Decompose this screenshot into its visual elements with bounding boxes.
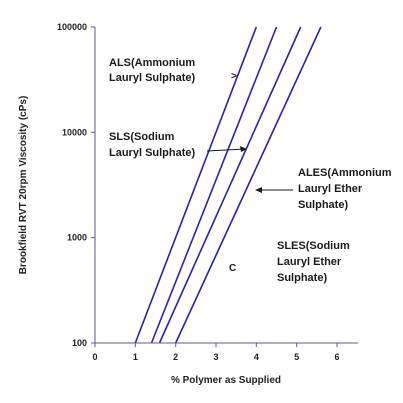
annotation-sles-marker: C bbox=[229, 263, 236, 274]
annotation-ales-line-2: Lauryl Ether bbox=[298, 183, 363, 195]
annotation-ales-line-1: ALES(Ammonium bbox=[298, 167, 392, 179]
annotation-als-line-1: ALS(Ammonium bbox=[109, 57, 195, 69]
annotation-sls-arrow bbox=[206, 146, 247, 152]
y-ticks-layer: 100 1000 10000 100000 bbox=[57, 22, 95, 348]
annotation-sles-line-3: Sulphate) bbox=[277, 272, 327, 284]
annotation-als-marker: > bbox=[231, 71, 237, 82]
annotation-sls-line-1: SLS(Sodium bbox=[109, 131, 175, 143]
annotation-sles-line-2: Lauryl Ether bbox=[277, 256, 342, 268]
x-ticks-layer: 0 1 2 3 4 5 6 bbox=[92, 343, 340, 362]
x-tick-label: 4 bbox=[254, 352, 259, 362]
x-axis-title: % Polymer as Supplied bbox=[171, 375, 281, 386]
series-line-4 bbox=[174, 26, 322, 344]
series-line-2 bbox=[150, 26, 278, 344]
series-line-3 bbox=[158, 26, 302, 344]
annotation-sls-line-2: Lauryl Sulphate) bbox=[109, 147, 196, 159]
x-tick-label: 5 bbox=[294, 352, 299, 362]
y-tick-label: 10000 bbox=[62, 127, 87, 137]
x-tick-label: 3 bbox=[213, 352, 218, 362]
annotation-als-line-2: Lauryl Sulphate) bbox=[109, 72, 196, 84]
y-tick-label: 1000 bbox=[67, 233, 87, 243]
y-tick-label: 100000 bbox=[57, 22, 87, 32]
x-tick-label: 6 bbox=[334, 352, 339, 362]
x-tick-label: 2 bbox=[173, 352, 178, 362]
y-axis-title: Brookfield RVT 20rpm Viscosity (cPs) bbox=[18, 96, 29, 275]
y-tick-label: 100 bbox=[72, 338, 87, 348]
annotation-sles-line-1: SLES(Sodium bbox=[277, 240, 350, 252]
series-line-1 bbox=[134, 26, 258, 344]
annotation-ales-arrow bbox=[255, 187, 293, 193]
x-tick-label: 1 bbox=[133, 352, 138, 362]
x-tick-label: 0 bbox=[92, 352, 97, 362]
annotation-ales-line-3: Sulphate) bbox=[298, 199, 348, 211]
series-layer bbox=[134, 26, 322, 344]
